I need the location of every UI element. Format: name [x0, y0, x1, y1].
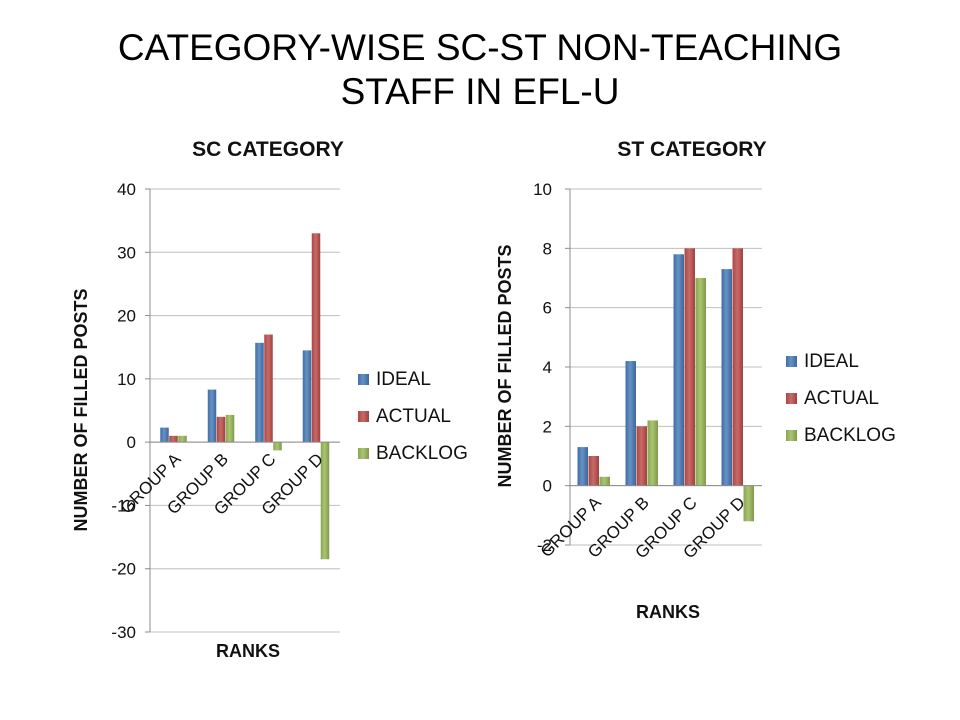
st-bar-group-b-ideal: [625, 361, 636, 486]
sc-bar-group-d-backlog: [320, 442, 330, 560]
st-legend-label-backlog: BACKLOG: [804, 425, 896, 446]
st-legend-swatch-backlog: [786, 430, 797, 441]
st-y-tick-label: 0: [543, 477, 552, 496]
sc-legend-swatch-ideal: [358, 374, 369, 385]
st-bar-group-d-actual: [732, 248, 743, 486]
slide-title-line-1: CATEGORY-WISE SC-ST NON-TEACHING: [117, 27, 843, 68]
st-y-tick-label: 8: [543, 239, 552, 258]
st-legend-swatch-ideal: [786, 356, 797, 367]
sc-legend-label-backlog: BACKLOG: [376, 443, 468, 464]
sc-bar-group-c-backlog: [273, 442, 282, 451]
sc-bar-group-c-ideal: [255, 342, 264, 443]
sc-bar-group-d-ideal: [302, 350, 312, 443]
st-bar-group-c-backlog: [695, 278, 706, 486]
st-bar-group-c-ideal: [673, 254, 684, 486]
sc-y-axis-label: NUMBER OF FILLED POSTS: [71, 289, 91, 532]
st-bar-group-b-backlog: [647, 420, 658, 486]
sc-y-tick-label: 0: [127, 433, 136, 452]
st-y-tick-label: 4: [543, 358, 552, 377]
sc-legend-swatch-backlog: [358, 448, 369, 459]
st-y-axis-label: NUMBER OF FILLED POSTS: [495, 245, 515, 488]
sc-bar-group-b-actual: [216, 416, 226, 443]
slide-title: CATEGORY-WISE SC-ST NON-TEACHING STAFF I…: [0, 26, 960, 114]
sc-chart-title: SC CATEGORY: [192, 138, 344, 161]
st-bar-group-c-actual: [684, 248, 695, 486]
sc-bar-group-a-ideal: [160, 427, 169, 443]
sc-bar-group-b-ideal: [207, 389, 217, 443]
st-bar-group-b-actual: [636, 426, 647, 486]
sc-y-tick-label: -10: [111, 496, 136, 515]
st-bar-group-d-backlog: [743, 485, 754, 522]
sc-bar-group-d-actual: [311, 233, 321, 443]
st-bar-group-d-ideal: [721, 269, 732, 486]
sc-bar-group-c-actual: [264, 334, 273, 443]
sc-bar-group-a-backlog: [178, 435, 187, 443]
sc-legend-label-ideal: IDEAL: [376, 369, 431, 390]
sc-y-tick-label: 40: [117, 180, 136, 199]
st-bar-group-a-actual: [588, 456, 599, 486]
st-y-tick-label: 10: [533, 180, 552, 199]
st-legend-swatch-actual: [786, 393, 797, 404]
sc-y-tick-label: 20: [117, 307, 136, 326]
sc-y-tick-label: 30: [117, 243, 136, 262]
sc-y-tick-label: -20: [111, 560, 136, 579]
st-legend-label-ideal: IDEAL: [804, 351, 859, 372]
sc-bar-group-a-actual: [169, 435, 178, 443]
st-y-tick-label: -2: [537, 536, 552, 555]
st-chart-title: ST CATEGORY: [617, 138, 766, 161]
st-y-tick-label: 2: [543, 417, 552, 436]
sc-bar-group-b-backlog: [225, 414, 235, 443]
st-legend-label-actual: ACTUAL: [804, 388, 879, 409]
slide-title-line-2: STAFF IN EFL-U: [340, 71, 620, 112]
st-bar-group-a-ideal: [577, 447, 588, 486]
sc-legend-label-actual: ACTUAL: [376, 406, 451, 427]
sc-legend-swatch-actual: [358, 411, 369, 422]
st-x-axis-label: RANKS: [636, 602, 700, 622]
sc-y-tick-label: 10: [117, 370, 136, 389]
st-y-tick-label: 6: [543, 299, 552, 318]
sc-x-axis-label: RANKS: [216, 641, 280, 661]
sc-y-tick-label: -30: [111, 623, 136, 642]
st-bar-group-a-backlog: [599, 476, 610, 486]
